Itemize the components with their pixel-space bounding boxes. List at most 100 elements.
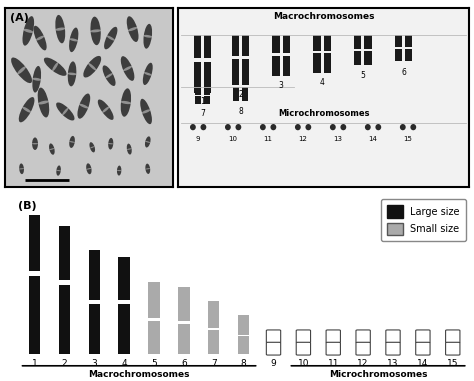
Bar	[178, 287, 190, 321]
Ellipse shape	[271, 124, 276, 130]
Ellipse shape	[127, 148, 132, 150]
FancyBboxPatch shape	[326, 342, 340, 355]
Ellipse shape	[121, 88, 131, 117]
Text: 5: 5	[360, 71, 365, 80]
Ellipse shape	[86, 168, 91, 170]
Ellipse shape	[36, 36, 44, 40]
Bar	[233, 87, 239, 94]
Ellipse shape	[105, 73, 113, 78]
Ellipse shape	[340, 124, 346, 130]
Ellipse shape	[190, 124, 196, 130]
FancyBboxPatch shape	[356, 342, 370, 355]
Ellipse shape	[90, 146, 95, 148]
Ellipse shape	[143, 63, 153, 85]
Text: 7: 7	[200, 109, 205, 118]
Text: 1: 1	[200, 97, 205, 106]
Text: 1: 1	[32, 359, 37, 368]
Text: Macrochromosomes: Macrochromosomes	[88, 370, 190, 379]
Ellipse shape	[52, 62, 58, 71]
Text: 14: 14	[417, 359, 428, 368]
Bar	[323, 35, 331, 51]
Ellipse shape	[117, 170, 121, 171]
Ellipse shape	[22, 16, 34, 46]
Bar	[283, 35, 290, 53]
Ellipse shape	[49, 148, 55, 150]
Text: Macrochromosomes: Macrochromosomes	[273, 12, 374, 21]
FancyBboxPatch shape	[386, 342, 400, 355]
Ellipse shape	[104, 27, 118, 49]
Bar	[204, 87, 210, 95]
FancyBboxPatch shape	[356, 330, 370, 343]
Ellipse shape	[117, 166, 121, 176]
Ellipse shape	[86, 163, 91, 174]
Ellipse shape	[145, 141, 150, 143]
Ellipse shape	[91, 17, 101, 45]
Ellipse shape	[11, 58, 32, 83]
FancyBboxPatch shape	[266, 342, 281, 355]
Ellipse shape	[56, 170, 61, 171]
Text: 8: 8	[238, 107, 243, 116]
Bar	[194, 35, 201, 58]
Ellipse shape	[32, 143, 38, 144]
Ellipse shape	[144, 72, 152, 76]
Bar	[204, 35, 211, 58]
Bar	[273, 35, 280, 53]
Ellipse shape	[56, 102, 74, 120]
Ellipse shape	[121, 56, 134, 81]
Ellipse shape	[38, 101, 49, 104]
Ellipse shape	[260, 124, 266, 130]
Bar	[354, 51, 361, 65]
Bar	[242, 35, 249, 56]
Text: 5: 5	[151, 359, 157, 368]
FancyBboxPatch shape	[416, 330, 430, 343]
Text: 6: 6	[181, 359, 187, 368]
Text: 15: 15	[403, 136, 412, 142]
Text: 12: 12	[357, 359, 369, 368]
Ellipse shape	[79, 104, 89, 109]
Ellipse shape	[127, 144, 132, 155]
Bar	[405, 49, 412, 61]
Text: (A): (A)	[10, 13, 28, 23]
Bar	[233, 94, 239, 101]
FancyBboxPatch shape	[446, 330, 460, 343]
Bar	[118, 257, 130, 300]
Ellipse shape	[34, 26, 46, 50]
Bar	[283, 56, 290, 75]
Ellipse shape	[108, 138, 113, 149]
Bar	[195, 87, 201, 95]
Bar	[313, 35, 320, 51]
Ellipse shape	[305, 124, 311, 130]
Ellipse shape	[295, 124, 301, 130]
Ellipse shape	[19, 168, 24, 170]
Ellipse shape	[68, 61, 76, 86]
Ellipse shape	[37, 88, 49, 117]
Ellipse shape	[69, 38, 78, 42]
Ellipse shape	[69, 27, 78, 52]
Text: 14: 14	[369, 136, 377, 142]
Bar	[148, 282, 160, 318]
FancyBboxPatch shape	[416, 342, 430, 355]
Bar	[323, 53, 331, 73]
Ellipse shape	[236, 124, 241, 130]
Ellipse shape	[67, 72, 77, 75]
Bar	[59, 285, 70, 354]
Text: 4: 4	[121, 359, 127, 368]
FancyBboxPatch shape	[266, 330, 281, 343]
Text: Microchromosomes: Microchromosomes	[278, 109, 369, 118]
Text: 3: 3	[91, 359, 97, 368]
Ellipse shape	[410, 124, 416, 130]
Text: 7: 7	[211, 359, 217, 368]
Bar	[354, 35, 361, 49]
Ellipse shape	[146, 163, 150, 174]
Bar	[89, 250, 100, 300]
FancyBboxPatch shape	[446, 342, 460, 355]
Text: 15: 15	[447, 359, 458, 368]
Ellipse shape	[142, 109, 150, 114]
Text: 8: 8	[241, 359, 246, 368]
Bar	[273, 56, 280, 75]
Bar	[242, 59, 249, 85]
Ellipse shape	[127, 16, 138, 42]
Text: 10: 10	[228, 136, 237, 142]
Bar	[405, 35, 412, 48]
Text: (B): (B)	[18, 201, 36, 211]
